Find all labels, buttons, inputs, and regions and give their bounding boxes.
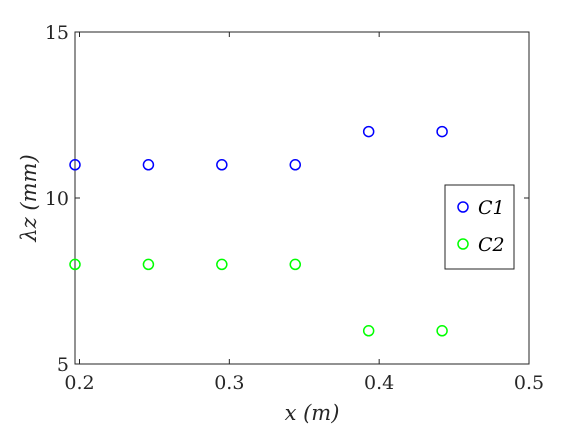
- y-ticks: 5 10 15: [45, 22, 529, 376]
- x-tick-label: 0.4: [364, 372, 394, 394]
- data-point-c2: [362, 325, 375, 337]
- data-point-c1: [216, 159, 228, 171]
- data-point-c2: [436, 325, 448, 337]
- data-point-c2: [142, 258, 155, 271]
- legend-label-c2: C2: [478, 234, 505, 256]
- x-axis-label: x (m): [285, 401, 340, 425]
- data-point-c2: [289, 258, 302, 271]
- legend: C1 C2: [444, 184, 515, 270]
- y-axis-label: λz (mm): [17, 154, 41, 242]
- data-point-c2: [216, 258, 228, 271]
- y-tick-label: 10: [45, 188, 69, 210]
- data-point-c1: [69, 159, 81, 171]
- y-tick-label: 5: [57, 354, 69, 376]
- data-point-c1: [436, 125, 448, 138]
- data-point-c1: [362, 125, 375, 138]
- y-tick-label: 15: [45, 22, 69, 44]
- legend-marker-c2: [457, 238, 469, 250]
- data-point-c1: [289, 159, 302, 171]
- x-tick-label: 0.3: [214, 372, 244, 394]
- data-point-c1: [142, 159, 155, 171]
- x-tick-label: 0.5: [514, 372, 544, 394]
- data-point-c2: [69, 258, 81, 271]
- legend-box: [444, 184, 515, 270]
- legend-marker-c1: [457, 201, 469, 213]
- x-ticks: 0.2 0.3 0.4 0.5: [64, 32, 544, 394]
- x-tick-label: 0.2: [64, 372, 94, 394]
- data-points: [69, 125, 448, 337]
- legend-label-c1: C1: [478, 197, 505, 219]
